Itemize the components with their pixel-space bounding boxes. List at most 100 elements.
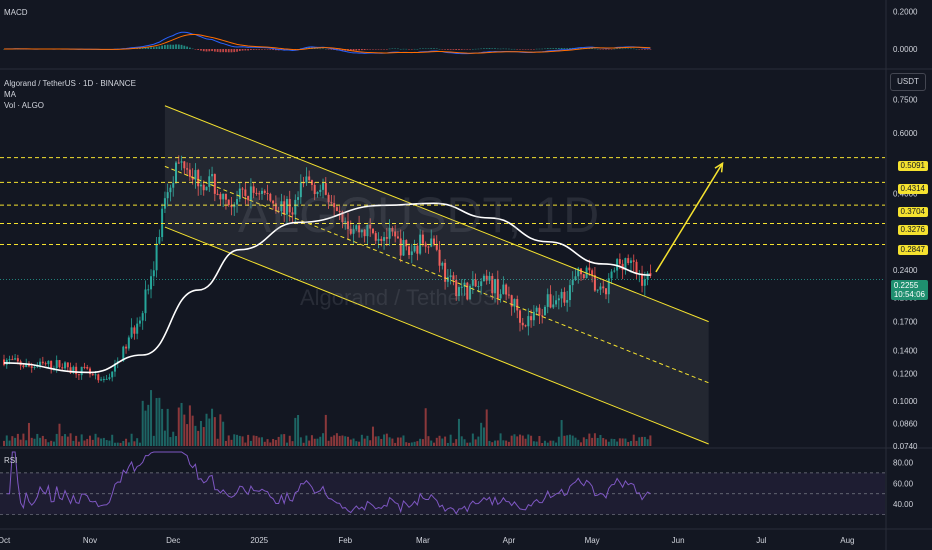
macd-histogram-bar bbox=[458, 49, 460, 50]
volume-bar bbox=[646, 439, 649, 446]
volume-bar bbox=[319, 436, 322, 446]
macd-histogram-bar bbox=[261, 49, 263, 50]
candle-body bbox=[543, 306, 546, 316]
volume-bar bbox=[3, 440, 5, 446]
volume-bar bbox=[211, 408, 214, 446]
volume-bar bbox=[618, 438, 621, 446]
candle-body bbox=[360, 229, 363, 233]
volume-bar bbox=[616, 441, 619, 446]
candle-body bbox=[427, 246, 430, 248]
volume-bar bbox=[97, 437, 100, 446]
currency-unit-button[interactable]: USDT bbox=[890, 73, 926, 91]
macd-histogram-bar bbox=[180, 44, 183, 49]
volume-bar bbox=[457, 418, 460, 446]
macd-histogram-bar bbox=[488, 48, 491, 49]
volume-bar bbox=[136, 438, 139, 446]
candle-body bbox=[591, 270, 594, 276]
level-tag-5[interactable]: 0.2847 bbox=[897, 245, 928, 255]
candle-body bbox=[69, 367, 72, 373]
volume-bar bbox=[249, 440, 252, 446]
volume-bar bbox=[327, 440, 330, 446]
volume-bar bbox=[593, 433, 596, 446]
volume-bar bbox=[261, 437, 263, 446]
candle-body bbox=[61, 367, 64, 369]
time-axis-label-11: Aug bbox=[840, 536, 854, 545]
time-axis-label-2: Nov bbox=[83, 536, 97, 545]
volume-bar bbox=[252, 435, 255, 446]
volume-bar bbox=[369, 440, 372, 446]
volume-bar bbox=[624, 438, 627, 446]
candle-body bbox=[258, 193, 261, 195]
macd-histogram-bar bbox=[250, 49, 252, 50]
candle-body bbox=[313, 184, 316, 195]
macd-histogram-bar bbox=[150, 47, 152, 49]
volume-bar bbox=[202, 427, 205, 446]
macd-histogram-bar bbox=[641, 49, 643, 50]
volume-bar bbox=[194, 425, 197, 446]
volume-bar bbox=[61, 436, 64, 446]
candle-body bbox=[97, 374, 100, 381]
candle-body bbox=[141, 313, 144, 321]
volume-bar bbox=[297, 414, 300, 446]
macd-histogram-bar bbox=[391, 48, 394, 50]
candle-body bbox=[122, 346, 125, 362]
volume-bar bbox=[52, 441, 55, 446]
candle-body bbox=[249, 186, 252, 201]
candle-body bbox=[605, 288, 607, 295]
macd-histogram-bar bbox=[455, 49, 458, 50]
ma-indicator-label[interactable]: MA bbox=[4, 90, 16, 99]
macd-histogram-bar bbox=[330, 49, 333, 50]
candle-body bbox=[102, 379, 105, 381]
candle-body bbox=[83, 366, 86, 368]
volume-bar bbox=[347, 436, 349, 446]
macd-histogram-bar bbox=[186, 46, 188, 49]
volume-bar bbox=[133, 441, 136, 446]
candle-body bbox=[380, 238, 383, 241]
macd-histogram-bar bbox=[544, 48, 546, 50]
level-tag-1[interactable]: 0.5091 bbox=[897, 161, 928, 171]
candle-body bbox=[233, 204, 236, 208]
candle-body bbox=[80, 366, 83, 376]
volume-bar bbox=[469, 442, 472, 446]
volume-bar bbox=[430, 440, 433, 446]
candle-body bbox=[272, 200, 275, 204]
candle-body bbox=[635, 261, 638, 275]
macd-histogram-bar bbox=[549, 48, 552, 49]
macd-histogram-bar bbox=[272, 49, 274, 50]
current-price-tag: 0.2255 10:54:06 bbox=[890, 280, 928, 300]
candle-body bbox=[491, 276, 494, 294]
volume-bar bbox=[80, 434, 83, 446]
macd-histogram-bar bbox=[216, 49, 219, 52]
macd-histogram-bar bbox=[399, 48, 402, 50]
volume-bar bbox=[322, 433, 325, 446]
level-tag-4[interactable]: 0.3276 bbox=[897, 225, 928, 235]
macd-histogram-bar bbox=[158, 46, 161, 49]
volume-bar bbox=[627, 441, 630, 446]
candle-body bbox=[371, 228, 374, 234]
volume-bar bbox=[496, 440, 499, 446]
volume-bar bbox=[549, 440, 552, 446]
symbol-title[interactable]: Algorand / TetherUS · 1D · BINANCE bbox=[4, 79, 136, 88]
candle-body bbox=[568, 285, 571, 301]
candle-body bbox=[408, 246, 411, 255]
volume-indicator-label[interactable]: Vol · ALGO bbox=[4, 101, 45, 110]
candle-body bbox=[33, 366, 36, 368]
candle-body bbox=[39, 361, 42, 366]
volume-bar bbox=[377, 436, 380, 446]
volume-bar bbox=[94, 433, 97, 446]
volume-bar bbox=[394, 442, 397, 446]
candle-body bbox=[136, 323, 139, 334]
level-tag-3[interactable]: 0.3704 bbox=[897, 207, 928, 217]
level-tag-2[interactable]: 0.4314 bbox=[897, 184, 928, 194]
volume-bar bbox=[591, 437, 594, 446]
macd-histogram-bar bbox=[607, 49, 610, 50]
macd-axis-label-1: 0.2000 bbox=[893, 8, 918, 17]
volume-bar bbox=[577, 439, 580, 446]
candle-body bbox=[452, 275, 455, 280]
rsi-axis-label-1: 80.00 bbox=[893, 458, 914, 467]
candle-body bbox=[444, 262, 447, 282]
volume-bar bbox=[219, 414, 222, 446]
volume-bar bbox=[385, 433, 388, 446]
candle-body bbox=[94, 374, 97, 376]
